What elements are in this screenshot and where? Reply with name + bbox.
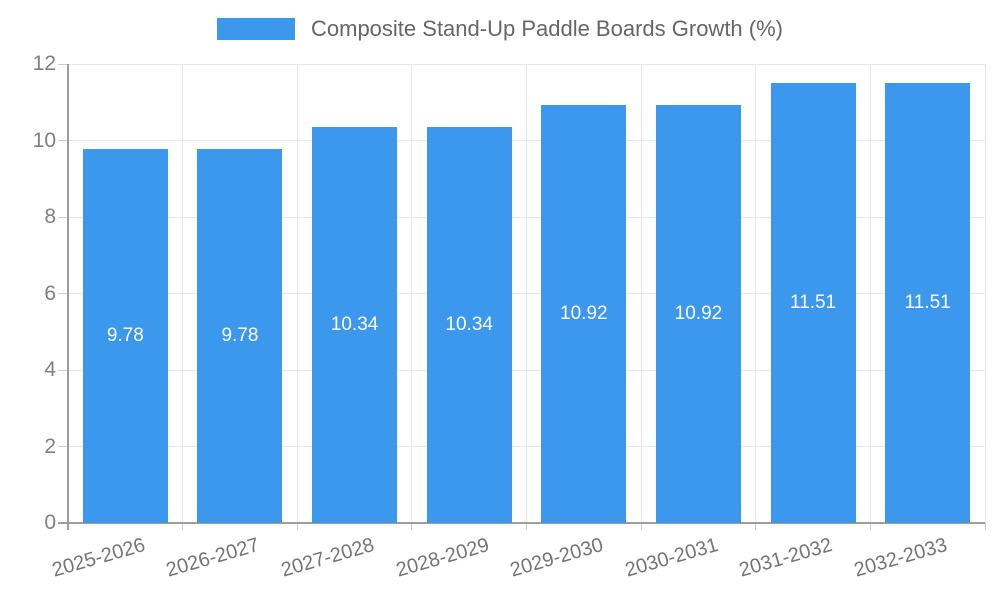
x-gridline [411, 64, 413, 523]
bar [197, 148, 283, 523]
bar [770, 82, 856, 523]
y-axis-tick-label: 10 [32, 128, 56, 152]
y-axis-line [67, 64, 69, 530]
bar [82, 148, 168, 523]
x-tick-mark [526, 523, 527, 530]
bar-value-label: 10.34 [330, 314, 379, 336]
bar-value-label: 10.92 [560, 303, 608, 325]
x-tick-mark [984, 523, 986, 530]
bar [312, 127, 398, 523]
bar-value-label: 10.92 [674, 303, 723, 325]
x-axis-tick-label: 2028-2029 [393, 534, 492, 582]
y-axis-tick-label: 6 [44, 281, 56, 305]
x-axis-tick-label: 2025-2026 [49, 534, 148, 582]
x-gridline [755, 64, 757, 523]
x-tick-mark [755, 523, 757, 530]
x-axis-tick-label: 2026-2027 [163, 534, 263, 582]
y-axis-tick-label: 12 [32, 52, 56, 75]
legend-label[interactable]: Composite Stand-Up Paddle Boards Growth … [311, 16, 783, 41]
x-tick-mark [182, 523, 184, 530]
x-tick-mark [296, 523, 298, 530]
x-gridline [526, 64, 527, 523]
bar [655, 105, 741, 523]
x-gridline [182, 64, 184, 523]
y-axis-tick-label: 8 [44, 205, 56, 228]
bar [541, 105, 627, 523]
bar [885, 82, 971, 523]
y-axis-tick-label: 0 [44, 511, 56, 534]
x-axis-line [58, 522, 985, 524]
y-tick-mark [58, 216, 68, 218]
chart-legend[interactable]: Composite Stand-Up Paddle Boards Growth … [0, 16, 1000, 42]
y-tick-mark [58, 140, 68, 141]
y-tick-mark [58, 293, 68, 294]
y-axis-tick-label: 2 [44, 434, 56, 458]
x-axis-tick-label: 2032-2033 [851, 534, 950, 582]
x-tick-mark [411, 523, 413, 530]
bar-value-label: 11.51 [789, 291, 837, 313]
y-tick-mark [58, 446, 68, 447]
bar-value-label: 9.78 [106, 324, 144, 346]
bar-value-label: 9.78 [221, 324, 259, 346]
x-tick-mark [640, 523, 642, 530]
x-gridline [984, 64, 986, 523]
y-tick-mark [58, 63, 68, 65]
x-axis-tick-label: 2030-2031 [622, 534, 721, 582]
bar [426, 127, 512, 523]
x-axis-tick-label: 2029-2030 [507, 534, 606, 582]
x-gridline [296, 64, 298, 523]
x-tick-mark [869, 523, 871, 530]
x-axis-tick-label: 2027-2028 [278, 534, 377, 582]
y-tick-mark [58, 369, 68, 371]
x-gridline [869, 64, 871, 523]
y-axis-tick-label: 4 [44, 358, 56, 381]
x-axis-tick-label: 2031-2032 [737, 534, 836, 582]
bar-value-label: 10.34 [445, 314, 493, 336]
bar-value-label: 11.51 [904, 291, 951, 313]
x-gridline [640, 64, 642, 523]
legend-swatch[interactable] [217, 18, 295, 40]
